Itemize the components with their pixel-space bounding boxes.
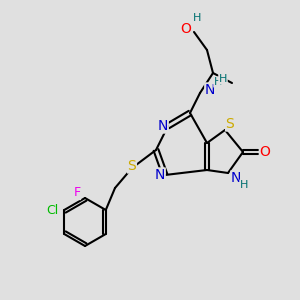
Text: F: F [74,187,81,200]
Text: H: H [193,13,201,23]
Text: N: N [231,171,241,185]
Text: H: H [240,180,248,190]
Text: N: N [158,119,168,133]
Text: H: H [219,74,227,84]
Text: S: S [128,159,136,173]
Text: S: S [226,117,234,131]
Text: O: O [181,22,191,36]
Text: Cl: Cl [46,203,58,217]
Text: N: N [155,168,165,182]
Text: O: O [260,145,270,159]
Text: H: H [214,77,222,87]
Text: N: N [205,83,215,97]
